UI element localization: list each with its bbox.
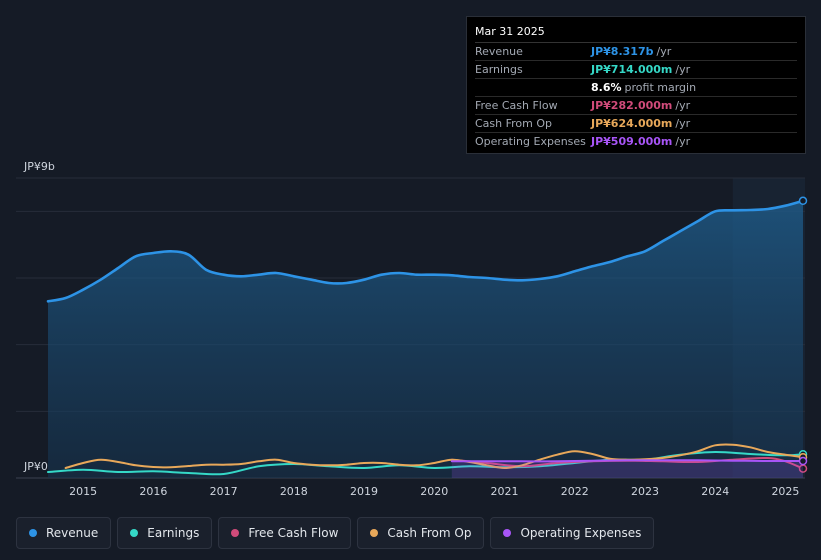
revenue-line [46, 199, 805, 303]
legend-label: Earnings [147, 526, 200, 540]
legend: Revenue Earnings Free Cash Flow Cash Fro… [16, 517, 655, 549]
x-tick-label: 2025 [771, 485, 799, 498]
tooltip-row-cash-from-op: Cash From Op JP¥624.000m /yr [475, 115, 797, 133]
tooltip-unit: /yr [675, 63, 691, 76]
tooltip-value: JP¥714.000m [591, 63, 673, 76]
legend-dot-icon [29, 529, 37, 537]
tooltip-row-profit-margin: 8.6% profit margin [475, 79, 797, 97]
revenue-area [48, 200, 803, 479]
x-tick-label: 2023 [631, 485, 659, 498]
tooltip-label: Free Cash Flow [475, 99, 558, 112]
tooltip-unit: /yr [675, 117, 691, 130]
legend-label: Operating Expenses [520, 526, 642, 540]
tooltip-label: Operating Expenses [475, 135, 586, 148]
tooltip-date: Mar 31 2025 [475, 25, 797, 43]
operating-expenses-end-point [798, 456, 808, 466]
legend-dot-icon [503, 529, 512, 537]
legend-dot-icon [231, 529, 240, 537]
tooltip-row-operating-expenses: Operating Expenses JP¥509.000m /yr [475, 133, 797, 150]
tooltip-label: Revenue [475, 45, 523, 58]
tooltip-value: JP¥509.000m [591, 135, 673, 148]
tooltip: Mar 31 2025 Revenue JP¥8.317b /yr Earnin… [466, 16, 806, 154]
tooltip-unit: /yr [675, 135, 691, 148]
legend-item-cash-from-op[interactable]: Cash From Op [357, 517, 485, 549]
tooltip-value: JP¥624.000m [591, 117, 673, 130]
x-tick-label: 2021 [491, 485, 519, 498]
x-tick-label: 2016 [139, 485, 167, 498]
x-tick-label: 2024 [701, 485, 729, 498]
legend-dot-icon [370, 529, 379, 537]
legend-label: Cash From Op [387, 526, 472, 540]
legend-item-earnings[interactable]: Earnings [117, 517, 213, 549]
tooltip-value: JP¥282.000m [591, 99, 673, 112]
legend-dot-icon [130, 529, 139, 537]
tooltip-value: 8.6% [591, 81, 622, 94]
legend-item-free-cash-flow[interactable]: Free Cash Flow [218, 517, 352, 549]
cash-from-op-line [64, 443, 804, 470]
y-axis-bottom-label: JP¥0 [23, 460, 48, 473]
tooltip-unit: /yr [656, 45, 672, 58]
x-tick-label: 2020 [420, 485, 448, 498]
operating-expenses-area [451, 460, 803, 478]
x-tick-label: 2015 [69, 485, 97, 498]
x-tick-label: 2017 [210, 485, 238, 498]
x-tick-label: 2019 [350, 485, 378, 498]
tooltip-row-free-cash-flow: Free Cash Flow JP¥282.000m /yr [475, 97, 797, 115]
tooltip-unit: profit margin [624, 81, 697, 94]
legend-label: Revenue [46, 526, 99, 540]
tooltip-row-earnings: Earnings JP¥714.000m /yr [475, 61, 797, 79]
tooltip-value: JP¥8.317b [591, 45, 654, 58]
revenue-end-point [798, 196, 808, 206]
legend-item-operating-expenses[interactable]: Operating Expenses [490, 517, 655, 549]
x-tick-label: 2022 [561, 485, 589, 498]
tooltip-label [475, 79, 591, 96]
legend-label: Free Cash Flow [248, 526, 339, 540]
y-axis-top-label: JP¥9b [23, 160, 55, 173]
legend-item-revenue[interactable]: Revenue [16, 517, 112, 549]
x-tick-label: 2018 [280, 485, 308, 498]
tooltip-row-revenue: Revenue JP¥8.317b /yr [475, 43, 797, 61]
tooltip-label: Cash From Op [475, 117, 553, 130]
tooltip-label: Earnings [475, 63, 523, 76]
operating-expenses-line [450, 459, 804, 463]
tooltip-unit: /yr [675, 99, 691, 112]
